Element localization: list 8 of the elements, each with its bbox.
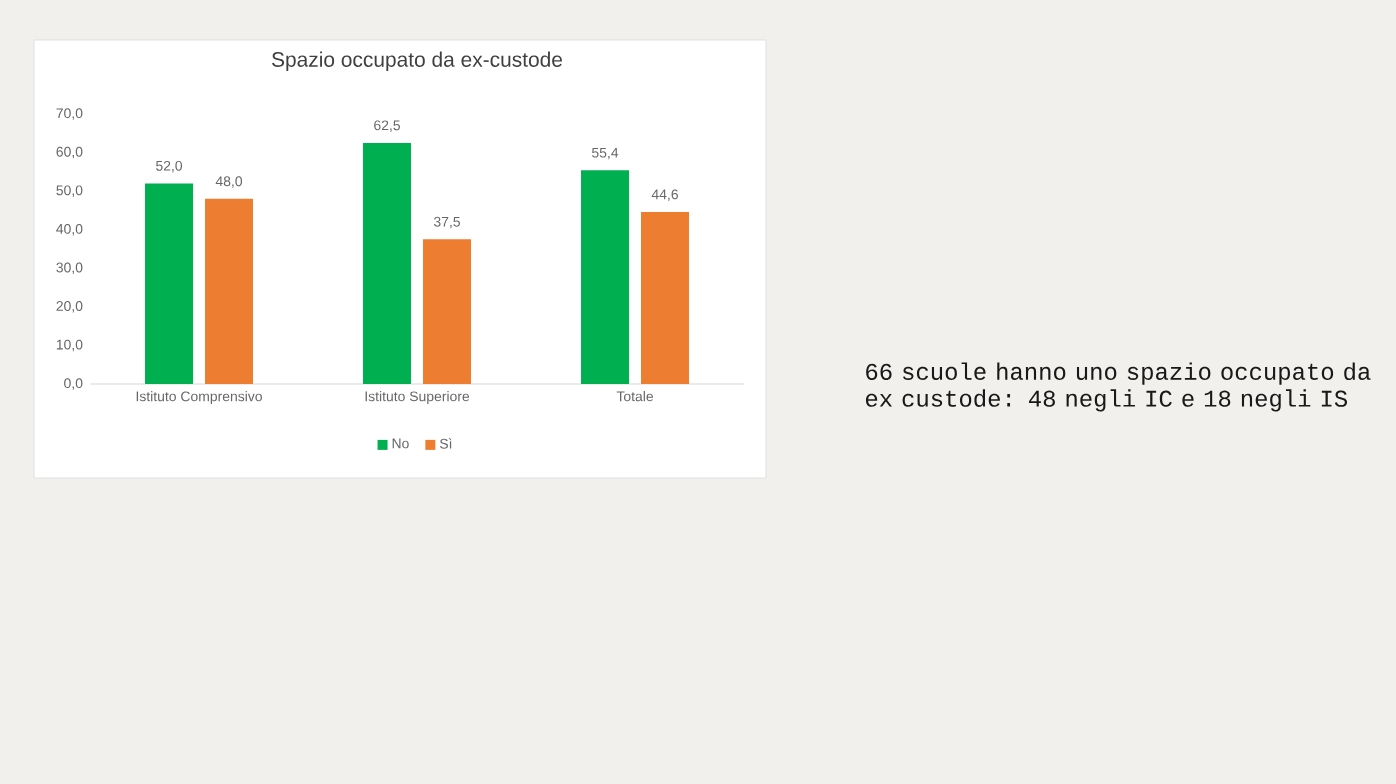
bar — [205, 198, 254, 384]
bar — [363, 142, 412, 384]
chart-title: Spazio occupato da ex-custode — [271, 51, 562, 72]
text: 66 scuole hanno uno spazio occupato da ex custode: 48 negli IC e 18 negli IS — [865, 362, 1371, 412]
bar — [581, 170, 630, 384]
bar — [641, 211, 690, 384]
bar — [423, 239, 472, 384]
bar — [145, 183, 194, 384]
